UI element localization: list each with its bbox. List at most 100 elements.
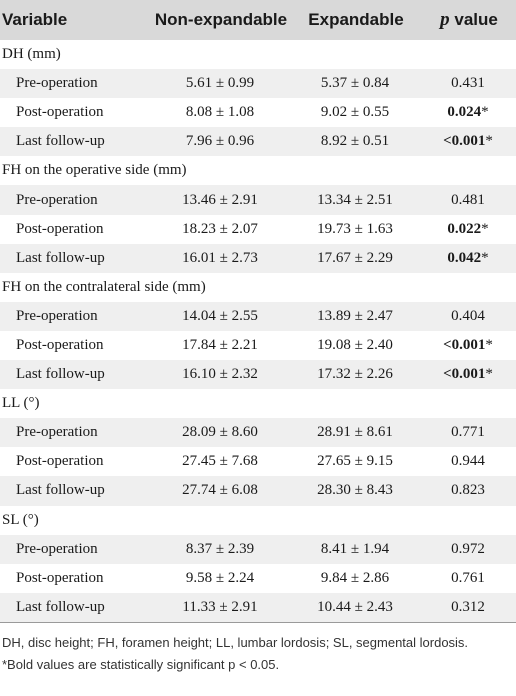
p-value-cell: 0.481 — [420, 185, 516, 215]
row-label: Post-operation — [16, 336, 104, 353]
non-expandable-value: 27.74 ± 6.08 — [150, 476, 290, 506]
expandable-value: 9.02 ± 0.55 — [320, 104, 390, 121]
table-row: Post-operation 18.23 ± 2.07 19.73 ± 1.63 0.… — [0, 215, 516, 244]
header-expandable: Expandable — [308, 10, 404, 29]
row-label: Post-operation — [16, 569, 104, 586]
p-value-cell: 0.431 — [420, 69, 516, 99]
p-value-cell: 0.944 — [420, 447, 516, 476]
significance-star: * — [481, 220, 489, 237]
table-group-row: DH (mm) — [0, 40, 516, 69]
expandable-value: 19.73 ± 1.63 — [317, 220, 393, 237]
table-row: Pre-operation 28.09 ± 8.60 28.91 ± 8.61 0.7… — [0, 418, 516, 448]
p-value: 0.022 — [447, 220, 482, 237]
table-header-row: Variable Non-expandable Expandable p val… — [0, 0, 516, 40]
table-row: Last follow-up 16.01 ± 2.73 17.67 ± 2.29 0.… — [0, 243, 516, 273]
row-label: Pre-operation — [0, 301, 150, 331]
p-value-cell: 0.024* — [420, 98, 516, 127]
table-body: DH (mm) Pre-operation 5.61 ± 0.99 5.37 ± 0.… — [0, 40, 516, 623]
table-row: Pre-operation 13.46 ± 2.91 13.34 ± 2.51 0.4… — [0, 185, 516, 215]
expandable-value: 28.91 ± 8.61 — [290, 418, 420, 448]
group-label: DH (mm) — [2, 46, 61, 63]
expandable-value: 8.41 ± 1.94 — [290, 534, 420, 564]
expandable-value: 13.89 ± 2.47 — [290, 301, 420, 331]
p-value: <0.001 — [443, 366, 486, 383]
significance-star: * — [485, 366, 493, 383]
p-value-cell: 0.771 — [420, 418, 516, 448]
p-value: 0.431 — [451, 75, 485, 92]
row-label: Pre-operation — [0, 69, 150, 99]
table-group-row: LL (°) — [0, 389, 516, 418]
row-label: Post-operation — [16, 453, 104, 470]
expandable-value: 19.08 ± 2.40 — [317, 336, 393, 353]
row-label: Last follow-up — [0, 592, 150, 623]
p-value: 0.042 — [447, 249, 482, 266]
group-label: FH on the operative side (mm) — [2, 162, 187, 179]
non-expandable-value: 7.96 ± 0.96 — [150, 127, 290, 157]
row-label: Post-operation — [16, 220, 104, 237]
non-expandable-value: 8.08 ± 1.08 — [185, 104, 255, 121]
p-value: 0.761 — [451, 569, 485, 586]
p-value-cell: 0.022* — [420, 215, 516, 244]
significance-star: * — [481, 104, 489, 121]
non-expandable-value: 16.10 ± 2.32 — [150, 360, 290, 390]
expandable-value: 5.37 ± 0.84 — [290, 69, 420, 99]
non-expandable-value: 13.46 ± 2.91 — [150, 185, 290, 215]
p-value: 0.823 — [451, 482, 485, 499]
p-value: <0.001 — [443, 133, 486, 150]
expandable-value: 28.30 ± 8.43 — [290, 476, 420, 506]
row-label: Pre-operation — [0, 534, 150, 564]
non-expandable-value: 28.09 ± 8.60 — [150, 418, 290, 448]
group-label: LL (°) — [2, 395, 40, 412]
p-value-cell: <0.001* — [420, 127, 516, 157]
expandable-value: 9.84 ± 2.86 — [320, 569, 390, 586]
results-table: Variable Non-expandable Expandable p val… — [0, 0, 516, 623]
p-value: 0.944 — [451, 453, 485, 470]
non-expandable-value: 18.23 ± 2.07 — [182, 220, 258, 237]
table-row: Last follow-up 7.96 ± 0.96 8.92 ± 0.51 <0.0… — [0, 127, 516, 157]
significance-star: * — [481, 249, 489, 266]
table-row: Last follow-up 11.33 ± 2.91 10.44 ± 2.43 0.… — [0, 592, 516, 623]
group-label: SL (°) — [2, 511, 39, 528]
table-footnote: DH, disc height; FH, foramen height; LL,… — [2, 634, 469, 650]
p-value: 0.481 — [451, 191, 485, 208]
p-value-cell: <0.001* — [420, 360, 516, 390]
header-p-suffix: value — [449, 10, 498, 29]
p-value: <0.001 — [443, 336, 486, 353]
expandable-value: 8.92 ± 0.51 — [290, 127, 420, 157]
table-row: Last follow-up 16.10 ± 2.32 17.32 ± 2.26 <0… — [0, 360, 516, 390]
table-row: Post-operation 9.58 ± 2.24 9.84 ± 2.86 0.76… — [0, 564, 516, 593]
table-row: Pre-operation 5.61 ± 0.99 5.37 ± 0.84 0.431 — [0, 69, 516, 99]
row-label: Last follow-up — [0, 127, 150, 157]
table-row: Pre-operation 8.37 ± 2.39 8.41 ± 1.94 0.972 — [0, 534, 516, 564]
p-value-cell: 0.312 — [420, 592, 516, 623]
expandable-value: 27.65 ± 9.15 — [317, 453, 393, 470]
header-non-expandable: Non-expandable — [154, 10, 288, 29]
table-group-row: SL (°) — [0, 506, 516, 535]
non-expandable-value: 27.45 ± 7.68 — [182, 453, 258, 470]
significance-star: * — [485, 133, 493, 150]
header-variable: Variable — [2, 10, 68, 29]
p-value-cell: <0.001* — [420, 331, 516, 360]
table-group-row: FH on the contralateral side (mm) — [0, 273, 516, 302]
p-value-cell: 0.761 — [420, 564, 516, 593]
table-row: Post-operation 17.84 ± 2.21 19.08 ± 2.40 <0… — [0, 331, 516, 360]
non-expandable-value: 11.33 ± 2.91 — [150, 592, 290, 623]
header-p-value: p value — [420, 0, 516, 40]
expandable-value: 17.67 ± 2.29 — [290, 243, 420, 273]
p-value-cell: 0.823 — [420, 476, 516, 506]
non-expandable-value: 5.61 ± 0.99 — [150, 69, 290, 99]
group-label: FH on the contralateral side (mm) — [2, 278, 206, 295]
p-value-cell: 0.042* — [420, 243, 516, 273]
p-value: 0.771 — [451, 424, 485, 441]
row-label: Pre-operation — [0, 418, 150, 448]
non-expandable-value: 16.01 ± 2.73 — [150, 243, 290, 273]
table-footnote-significance: *Bold values are statistically significa… — [2, 656, 280, 672]
table-row: Post-operation 27.45 ± 7.68 27.65 ± 9.15 0.… — [0, 447, 516, 476]
expandable-value: 13.34 ± 2.51 — [290, 185, 420, 215]
p-value: 0.972 — [451, 540, 485, 557]
table-row: Last follow-up 27.74 ± 6.08 28.30 ± 8.43 0.… — [0, 476, 516, 506]
non-expandable-value: 17.84 ± 2.21 — [182, 336, 258, 353]
non-expandable-value: 9.58 ± 2.24 — [185, 569, 255, 586]
row-label: Last follow-up — [0, 360, 150, 390]
row-label: Pre-operation — [0, 185, 150, 215]
